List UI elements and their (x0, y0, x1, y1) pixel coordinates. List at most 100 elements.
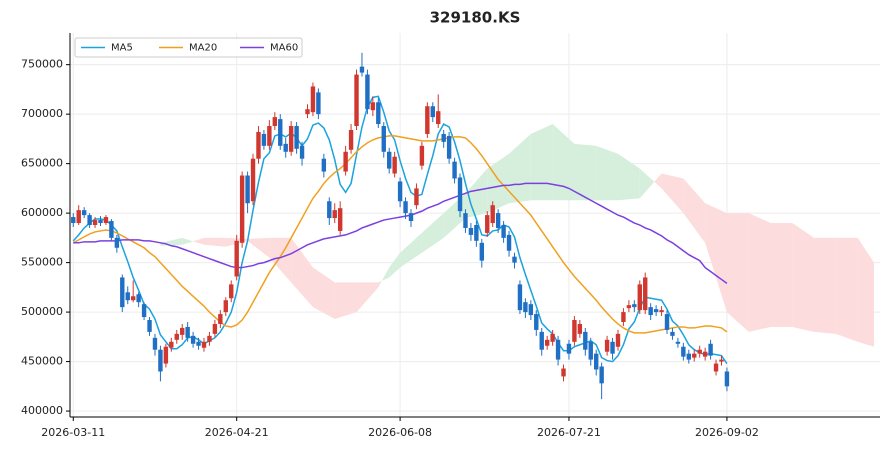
cloud-segment (814, 237, 836, 334)
candle-body (174, 333, 179, 340)
chart-title: 329180.KS (430, 9, 521, 27)
candle-body (87, 215, 92, 225)
candle-body (71, 217, 76, 224)
candle-body (425, 106, 430, 134)
candle-body (376, 102, 381, 125)
legend-box (74, 37, 303, 58)
candle-body (430, 106, 435, 118)
candle-body (152, 337, 158, 350)
ma-line (72, 95, 728, 364)
candle-body (702, 351, 708, 357)
candle-body (555, 339, 561, 360)
candle-body (643, 277, 648, 311)
candle-body (120, 277, 125, 308)
x-tick-label: 2026-04-21 (205, 426, 269, 439)
cloud-segment (193, 237, 205, 245)
candle-body (675, 341, 681, 344)
candle-body (566, 343, 572, 354)
candle-body (250, 158, 256, 202)
cloud-segment (770, 223, 793, 327)
cloud-segment (654, 173, 662, 189)
legend: MA5 MA20 MA60 (74, 37, 303, 58)
candle-body (163, 346, 169, 364)
cloud-segment (552, 124, 575, 201)
y-tick-label: 600000 (21, 206, 63, 219)
candle-body (207, 335, 212, 342)
y-tick-label: 700000 (21, 107, 63, 120)
candle-body (387, 151, 392, 169)
candle-body (539, 331, 544, 350)
y-tick-label: 450000 (21, 355, 63, 368)
cloud-segment (160, 237, 183, 246)
candle-body (114, 237, 120, 248)
candle-body (305, 109, 310, 115)
candle-body (239, 175, 245, 243)
candle-body (572, 320, 577, 342)
candle-body (76, 210, 81, 224)
candle-body (615, 333, 621, 347)
candle-body (392, 156, 397, 174)
cloud-segment (530, 124, 553, 201)
candle-body (125, 292, 130, 301)
y-tick-label: 750000 (21, 58, 63, 71)
candle-body (708, 343, 713, 356)
cloud-segment (617, 153, 640, 201)
candle-body (234, 240, 239, 277)
candle-body (626, 305, 632, 309)
cloud-segment (835, 237, 858, 342)
candle-body (594, 353, 599, 370)
candle-body (136, 294, 141, 303)
candle-body (446, 135, 452, 159)
cloud-segment (291, 237, 313, 308)
candle-body (452, 161, 457, 179)
candle-body (348, 129, 354, 150)
candle-body (169, 341, 174, 348)
cloud-segment (596, 145, 618, 201)
candle-body (354, 74, 359, 127)
candle-body (397, 181, 403, 202)
cloud-segment (639, 168, 655, 199)
cloud-segment (661, 173, 684, 214)
x-tick-label: 2026-09-02 (695, 426, 759, 439)
candle-body (457, 177, 463, 212)
cloud-segment (857, 237, 875, 347)
candle-body (381, 126, 386, 152)
cloud-segment (574, 143, 597, 201)
cloud-segment (389, 252, 401, 278)
candle-body (637, 284, 642, 311)
candle-body (218, 314, 223, 324)
candle-body (316, 92, 321, 115)
candle-body (686, 353, 692, 360)
candle-body (664, 314, 670, 330)
candle-body (681, 346, 686, 357)
candle-body (196, 341, 201, 346)
cloud-segment (378, 280, 382, 288)
cloud-segment (204, 237, 226, 247)
legend-label: MA20 (189, 43, 217, 54)
candle-body (583, 331, 588, 350)
candle-body (474, 225, 479, 241)
candle-body (223, 300, 228, 313)
candle-body (278, 119, 283, 146)
candle-body (212, 323, 218, 334)
candle-body (648, 307, 653, 316)
x-tick-label: 2026-07-21 (537, 426, 601, 439)
candle-body (544, 339, 550, 346)
candle-body (299, 145, 305, 159)
candle-body (359, 66, 365, 73)
candle-body (599, 366, 604, 384)
candle-body (267, 126, 272, 146)
candle-body (501, 225, 506, 238)
candle-body (337, 208, 343, 231)
candle-body (201, 341, 207, 348)
candle-body (403, 201, 408, 214)
candle-body (550, 333, 555, 342)
cloud-segment (683, 178, 706, 243)
candle-body (370, 102, 376, 111)
candle-body (408, 213, 414, 222)
candle-body (98, 220, 103, 224)
candle-body (190, 335, 196, 344)
candle-body (588, 341, 593, 360)
candle-body (327, 201, 332, 219)
